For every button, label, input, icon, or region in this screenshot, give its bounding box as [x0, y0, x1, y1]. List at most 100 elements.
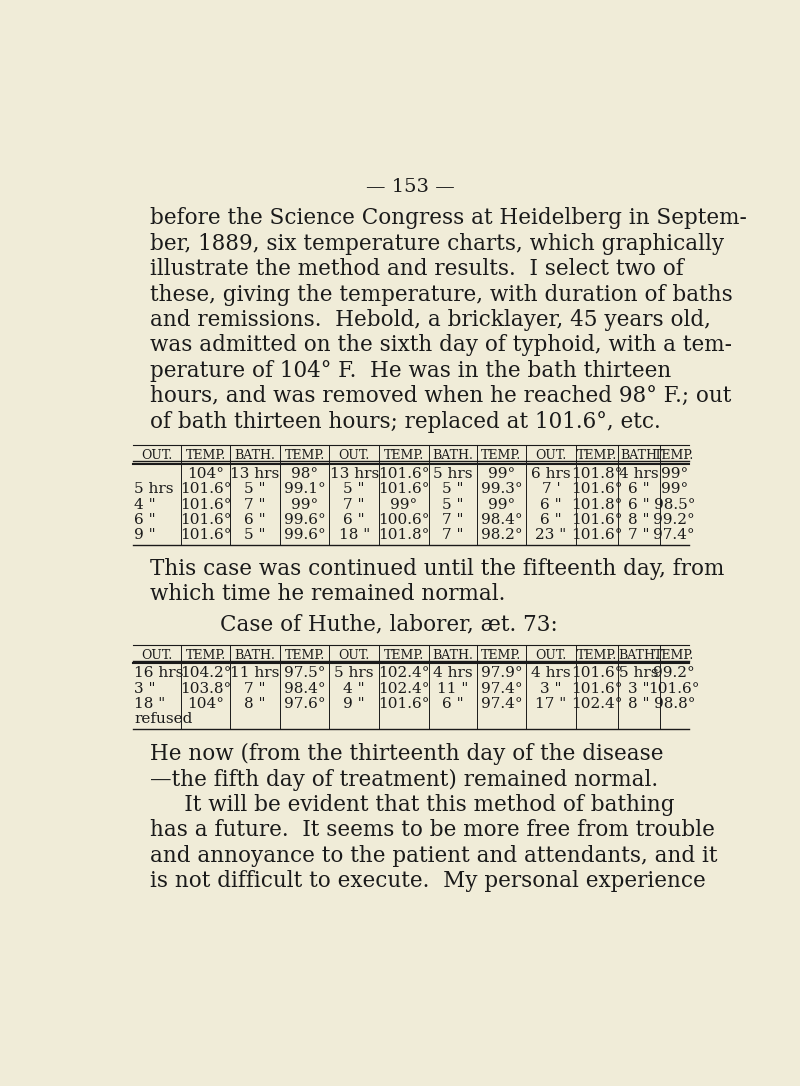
Text: 101.6°: 101.6°: [571, 682, 622, 696]
Text: OUT.: OUT.: [535, 648, 566, 661]
Text: 97.6°: 97.6°: [284, 697, 326, 711]
Text: BATH: BATH: [620, 450, 657, 463]
Text: 102.4°: 102.4°: [378, 666, 430, 680]
Text: 4 hrs: 4 hrs: [433, 666, 473, 680]
Text: OUT.: OUT.: [338, 648, 370, 661]
Text: 9 ": 9 ": [134, 529, 156, 542]
Text: and remissions.  Hebold, a bricklayer, 45 years old,: and remissions. Hebold, a bricklayer, 45…: [150, 308, 711, 331]
Text: — 153 —: — 153 —: [366, 178, 454, 197]
Text: is not difficult to execute.  My personal experience: is not difficult to execute. My personal…: [150, 870, 706, 893]
Text: 98.8°: 98.8°: [654, 697, 695, 711]
Text: 101.6°: 101.6°: [378, 467, 430, 481]
Text: perature of 104° F.  He was in the bath thirteen: perature of 104° F. He was in the bath t…: [150, 359, 672, 382]
Text: 7 ': 7 ': [542, 482, 560, 496]
Text: 100.6°: 100.6°: [378, 513, 430, 527]
Text: 11 ": 11 ": [437, 682, 468, 696]
Text: 98.2°: 98.2°: [481, 529, 522, 542]
Text: refused: refused: [134, 712, 193, 727]
Text: 18 ": 18 ": [134, 697, 166, 711]
Text: 7 ": 7 ": [343, 497, 365, 512]
Text: 3 ": 3 ": [628, 682, 650, 696]
Text: illustrate the method and results.  I select two of: illustrate the method and results. I sel…: [150, 258, 684, 280]
Text: 99°: 99°: [488, 497, 515, 512]
Text: 99.2°: 99.2°: [654, 666, 695, 680]
Text: 3 ": 3 ": [134, 682, 155, 696]
Text: of bath thirteen hours; replaced at 101.6°, etc.: of bath thirteen hours; replaced at 101.…: [150, 411, 661, 432]
Text: 99.2°: 99.2°: [654, 513, 695, 527]
Text: OUT.: OUT.: [535, 450, 566, 463]
Text: It will be evident that this method of bathing: It will be evident that this method of b…: [150, 794, 675, 816]
Text: 99.6°: 99.6°: [284, 529, 326, 542]
Text: these, giving the temperature, with duration of baths: these, giving the temperature, with dura…: [150, 283, 733, 305]
Text: BATH.: BATH.: [432, 450, 473, 463]
Text: 6 ": 6 ": [134, 513, 156, 527]
Text: before the Science Congress at Heidelberg in Septem-: before the Science Congress at Heidelber…: [150, 207, 747, 229]
Text: 17 ": 17 ": [535, 697, 566, 711]
Text: 101.6°: 101.6°: [180, 513, 231, 527]
Text: 99.3°: 99.3°: [481, 482, 522, 496]
Text: 18 ": 18 ": [338, 529, 370, 542]
Text: 6 ": 6 ": [343, 513, 365, 527]
Text: 99°: 99°: [661, 482, 688, 496]
Text: TEMP.: TEMP.: [384, 450, 424, 463]
Text: TEMP.: TEMP.: [654, 648, 694, 661]
Text: 6 ": 6 ": [442, 697, 463, 711]
Text: 6 ": 6 ": [628, 482, 650, 496]
Text: ber, 1889, six temperature charts, which graphically: ber, 1889, six temperature charts, which…: [150, 232, 725, 255]
Text: 98.4°: 98.4°: [284, 682, 326, 696]
Text: 7 ": 7 ": [628, 529, 650, 542]
Text: 13 hrs: 13 hrs: [330, 467, 379, 481]
Text: 102.4°: 102.4°: [571, 697, 622, 711]
Text: 3 ": 3 ": [540, 682, 562, 696]
Text: 5 hrs: 5 hrs: [619, 666, 658, 680]
Text: 5 hrs: 5 hrs: [134, 482, 174, 496]
Text: 8 ": 8 ": [628, 513, 650, 527]
Text: TEMP.: TEMP.: [384, 648, 424, 661]
Text: 101.8°: 101.8°: [571, 467, 622, 481]
Text: Case of Huthe, laborer, æt. 73:: Case of Huthe, laborer, æt. 73:: [220, 614, 558, 635]
Text: 99°: 99°: [390, 497, 418, 512]
Text: 101.6°: 101.6°: [378, 697, 430, 711]
Text: 101.8°: 101.8°: [571, 497, 622, 512]
Text: OUT.: OUT.: [338, 450, 370, 463]
Text: TEMP.: TEMP.: [577, 648, 617, 661]
Text: TEMP.: TEMP.: [482, 648, 522, 661]
Text: OUT.: OUT.: [142, 450, 173, 463]
Text: 8 ": 8 ": [628, 697, 650, 711]
Text: 99°: 99°: [488, 467, 515, 481]
Text: This case was continued until the fifteenth day, from: This case was continued until the fiftee…: [150, 558, 725, 580]
Text: 23 ": 23 ": [535, 529, 566, 542]
Text: 99°: 99°: [291, 497, 318, 512]
Text: BATH.: BATH.: [432, 648, 473, 661]
Text: 5 hrs: 5 hrs: [334, 666, 374, 680]
Text: 97.5°: 97.5°: [284, 666, 326, 680]
Text: 101.6°: 101.6°: [571, 666, 622, 680]
Text: 103.8°: 103.8°: [180, 682, 231, 696]
Text: was admitted on the sixth day of typhoid, with a tem-: was admitted on the sixth day of typhoid…: [150, 334, 732, 356]
Text: 16 hrs: 16 hrs: [134, 666, 183, 680]
Text: 7 ": 7 ": [442, 529, 463, 542]
Text: hours, and was removed when he reached 98° F.; out: hours, and was removed when he reached 9…: [150, 386, 732, 407]
Text: and annoyance to the patient and attendants, and it: and annoyance to the patient and attenda…: [150, 845, 718, 867]
Text: OUT.: OUT.: [142, 648, 173, 661]
Text: 101.6°: 101.6°: [571, 482, 622, 496]
Text: 4 hrs: 4 hrs: [531, 666, 571, 680]
Text: 98.4°: 98.4°: [481, 513, 522, 527]
Text: 98°: 98°: [291, 467, 318, 481]
Text: 101.6°: 101.6°: [571, 513, 622, 527]
Text: 101.6°: 101.6°: [378, 482, 430, 496]
Text: TEMP.: TEMP.: [577, 450, 617, 463]
Text: 99.6°: 99.6°: [284, 513, 326, 527]
Text: 6 ": 6 ": [540, 513, 562, 527]
Text: 6 ": 6 ": [540, 497, 562, 512]
Text: 97.4°: 97.4°: [481, 697, 522, 711]
Text: TEMP.: TEMP.: [285, 450, 325, 463]
Text: 97.9°: 97.9°: [481, 666, 522, 680]
Text: 7 ": 7 ": [442, 513, 463, 527]
Text: 6 hrs: 6 hrs: [531, 467, 571, 481]
Text: 4 ": 4 ": [343, 682, 365, 696]
Text: 5 ": 5 ": [244, 529, 266, 542]
Text: which time he remained normal.: which time he remained normal.: [150, 583, 506, 605]
Text: —the fifth day of treatment) remained normal.: —the fifth day of treatment) remained no…: [150, 769, 658, 791]
Text: TEMP.: TEMP.: [186, 450, 226, 463]
